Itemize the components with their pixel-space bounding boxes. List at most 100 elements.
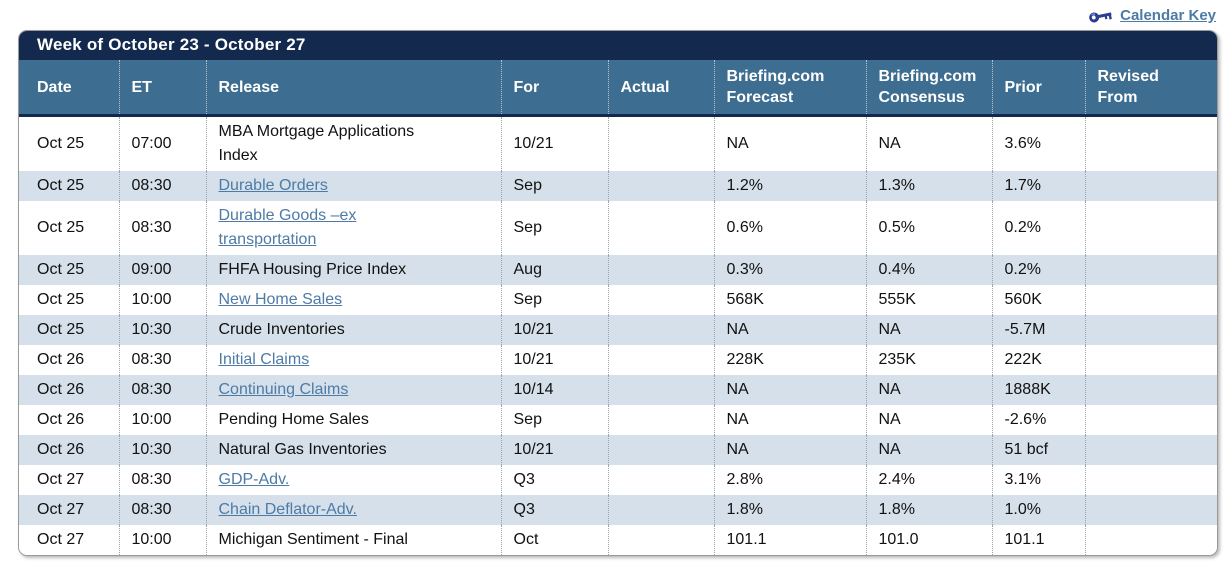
- consensus-cell: NA: [865, 115, 992, 171]
- et-cell: 10:30: [118, 315, 206, 345]
- table-row: Oct 25 08:30 Durable Orders Sep 1.2% 1.3% 1.7%: [19, 171, 1217, 201]
- forecast-cell: 0.6%: [713, 201, 866, 255]
- forecast-cell: NA: [713, 115, 866, 171]
- for-cell: Sep: [500, 201, 608, 255]
- revised-from-cell: [1084, 201, 1217, 255]
- release-link[interactable]: New Home Sales: [218, 291, 343, 308]
- consensus-cell: NA: [865, 315, 992, 345]
- calendar-table: Date ET Release For Actual Briefing.com Forec…: [19, 60, 1217, 555]
- date-cell: Oct 25: [19, 171, 119, 201]
- release-cell: New Home Sales: [205, 285, 501, 315]
- revised-from-cell: [1084, 435, 1217, 465]
- actual-cell: [607, 345, 714, 375]
- release-link[interactable]: GDP-Adv.: [218, 471, 290, 488]
- column-header-for: For: [500, 60, 608, 117]
- release-cell: Initial Claims: [205, 345, 501, 375]
- table-row: Oct 27 10:00 Michigan Sentiment - Final Oct…: [19, 525, 1217, 555]
- forecast-cell: NA: [713, 435, 866, 465]
- week-title: Week of October 23 - October 27: [19, 31, 1217, 60]
- et-cell: 10:00: [118, 405, 206, 435]
- forecast-cell: 2.8%: [713, 465, 866, 495]
- release-text: Natural Gas Inventories: [218, 441, 387, 458]
- actual-cell: [607, 435, 714, 465]
- forecast-cell: 101.1: [713, 525, 866, 555]
- release-text: Pending Home Sales: [218, 411, 369, 428]
- table-row: Oct 25 10:30 Crude Inventories 10/21 NA NA -5.…: [19, 315, 1217, 345]
- actual-cell: [607, 285, 714, 315]
- table-row: Oct 25 08:30 Durable Goods –ex transportat…: [19, 201, 1217, 255]
- release-cell: FHFA Housing Price Index: [205, 255, 501, 285]
- release-text: MBA Mortgage Applications Index: [218, 123, 415, 164]
- release-cell: Chain Deflator-Adv.: [205, 495, 501, 525]
- revised-from-cell: [1084, 525, 1217, 555]
- consensus-cell: 2.4%: [865, 465, 992, 495]
- et-cell: 08:30: [118, 345, 206, 375]
- release-text: Michigan Sentiment - Final: [218, 531, 408, 548]
- for-cell: 10/21: [500, 115, 608, 171]
- for-cell: 10/21: [500, 435, 608, 465]
- revised-from-cell: [1084, 345, 1217, 375]
- prior-cell: 3.6%: [991, 115, 1085, 171]
- table-row: Oct 26 08:30 Initial Claims 10/21 228K 235K 22…: [19, 345, 1217, 375]
- forecast-cell: NA: [713, 315, 866, 345]
- prior-cell: 1.7%: [991, 171, 1085, 201]
- prior-cell: 1888K: [991, 375, 1085, 405]
- table-row: Oct 26 08:30 Continuing Claims 10/14 NA NA 188…: [19, 375, 1217, 405]
- for-cell: Q3: [500, 495, 608, 525]
- for-cell: Sep: [500, 171, 608, 201]
- release-cell: Continuing Claims: [205, 375, 501, 405]
- revised-from-cell: [1084, 171, 1217, 201]
- revised-from-cell: [1084, 495, 1217, 525]
- revised-from-cell: [1084, 285, 1217, 315]
- table-body: Oct 25 07:00 MBA Mortgage Applications Ind…: [19, 115, 1217, 555]
- consensus-cell: NA: [865, 405, 992, 435]
- et-cell: 08:30: [118, 375, 206, 405]
- date-cell: Oct 26: [19, 405, 119, 435]
- prior-cell: -5.7M: [991, 315, 1085, 345]
- forecast-cell: 1.2%: [713, 171, 866, 201]
- revised-from-cell: [1084, 465, 1217, 495]
- calendar-key-link[interactable]: Calendar Key: [1120, 7, 1216, 24]
- forecast-cell: 0.3%: [713, 255, 866, 285]
- date-cell: Oct 27: [19, 495, 119, 525]
- release-link[interactable]: Initial Claims: [218, 351, 310, 368]
- actual-cell: [607, 201, 714, 255]
- release-link[interactable]: Durable Orders: [218, 177, 328, 194]
- forecast-cell: 1.8%: [713, 495, 866, 525]
- release-link[interactable]: Durable Goods –ex transportation: [218, 207, 357, 248]
- date-cell: Oct 25: [19, 115, 119, 171]
- et-cell: 08:30: [118, 201, 206, 255]
- et-cell: 07:00: [118, 115, 206, 171]
- for-cell: 10/14: [500, 375, 608, 405]
- for-cell: Q3: [500, 465, 608, 495]
- et-cell: 10:30: [118, 435, 206, 465]
- release-link[interactable]: Chain Deflator-Adv.: [218, 501, 357, 518]
- consensus-cell: 0.4%: [865, 255, 992, 285]
- prior-cell: 101.1: [991, 525, 1085, 555]
- et-cell: 09:00: [118, 255, 206, 285]
- column-header-consensus: Briefing.com Consensus: [865, 60, 992, 117]
- for-cell: Sep: [500, 405, 608, 435]
- actual-cell: [607, 115, 714, 171]
- economic-calendar-table: Week of October 23 - October 27 Date ET Re…: [18, 30, 1218, 556]
- forecast-cell: 228K: [713, 345, 866, 375]
- actual-cell: [607, 495, 714, 525]
- for-cell: Oct: [500, 525, 608, 555]
- forecast-cell: NA: [713, 375, 866, 405]
- column-header-date: Date: [19, 60, 119, 117]
- date-cell: Oct 26: [19, 345, 119, 375]
- prior-cell: 0.2%: [991, 255, 1085, 285]
- for-cell: 10/21: [500, 315, 608, 345]
- actual-cell: [607, 465, 714, 495]
- date-cell: Oct 27: [19, 465, 119, 495]
- revised-from-cell: [1084, 255, 1217, 285]
- column-header-revised-from: Revised From: [1084, 60, 1217, 117]
- prior-cell: 560K: [991, 285, 1085, 315]
- consensus-cell: 1.3%: [865, 171, 992, 201]
- release-link[interactable]: Continuing Claims: [218, 381, 349, 398]
- release-cell: Crude Inventories: [205, 315, 501, 345]
- release-cell: Pending Home Sales: [205, 405, 501, 435]
- table-row: Oct 26 10:30 Natural Gas Inventories 10/21 N…: [19, 435, 1217, 465]
- table-row: Oct 26 10:00 Pending Home Sales Sep NA NA -2.6…: [19, 405, 1217, 435]
